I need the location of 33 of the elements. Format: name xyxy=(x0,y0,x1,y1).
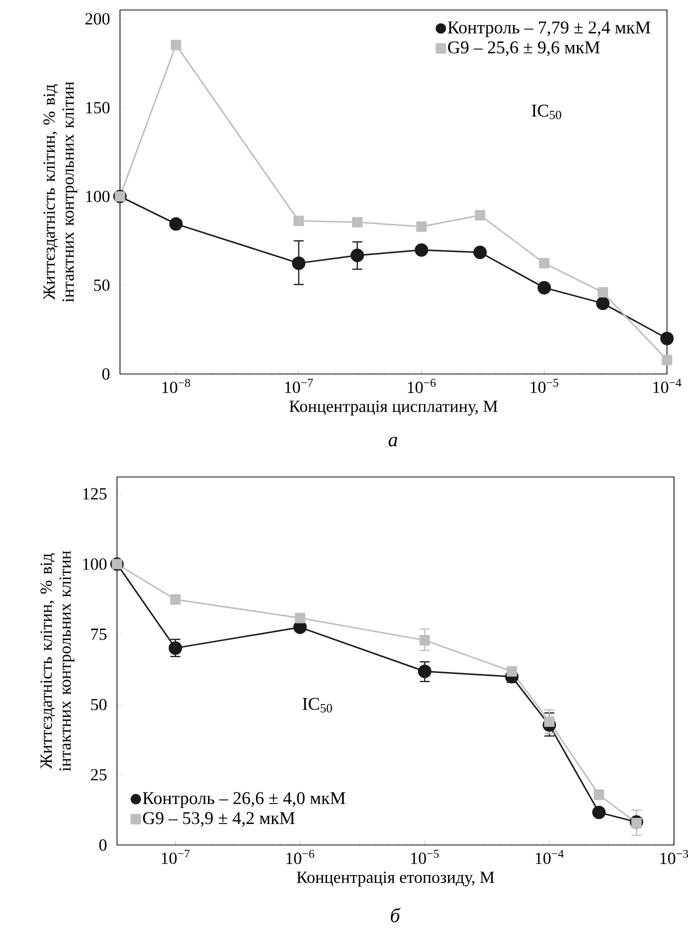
y-tick-label: 75 xyxy=(91,628,107,640)
y-tick-label: 0 xyxy=(99,839,107,851)
legend-label: G9 – 53,9 ± 4,2 мкМ xyxy=(143,812,295,827)
x-tick-label: 10$^{−6}$ xyxy=(408,378,436,394)
y-tick-label: 125 xyxy=(83,488,106,500)
x-tick-label: 10$^{−4}$ xyxy=(653,378,682,394)
y-tick-label: 200 xyxy=(86,13,110,25)
annotation: IC$_{50}$ xyxy=(532,104,562,120)
annotation: IC$_{50}$ xyxy=(302,698,332,712)
x-tick-label: 10$^{−5}$ xyxy=(530,378,558,394)
y-tick-label: 50 xyxy=(91,698,107,710)
x-tick-label: 10$^{−8}$ xyxy=(162,378,190,394)
text: б xyxy=(390,908,401,922)
x-tick-label: 10$^{−6}$ xyxy=(286,850,314,864)
y-tick-label: 50 xyxy=(94,279,110,291)
legend-label: Контроль – 7,79 ± 2,4 мкМ xyxy=(448,21,650,38)
y-axis-title: Життєздатність клітин, % від інтактних контрольних клітин xyxy=(43,82,78,302)
x-axis-title: Концентрація етопозиду, М xyxy=(296,872,494,886)
x-tick-label: 10$^{−3}$ xyxy=(660,850,688,864)
x-axis-title: Концентрація цисплатину, М xyxy=(289,400,498,416)
y-tick-label: 25 xyxy=(90,769,107,780)
legend-label: G9 – 25,6 ± 9,6 мкМ xyxy=(448,41,600,56)
x-tick-label: 10$^{−4}$ xyxy=(536,850,564,864)
y-tick-label: 150 xyxy=(86,102,110,114)
y-tick-label: 100 xyxy=(83,558,107,570)
y-axis-title: Життєздатність клітин, % від інтактних контрольних клітин xyxy=(40,550,74,772)
legend-label: Контроль – 26,6 ± 4,0 мкМ xyxy=(142,792,346,808)
text: а xyxy=(388,436,398,446)
x-tick-label: 10$^{−5}$ xyxy=(411,850,439,864)
x-tick-label: 10$^{−7}$ xyxy=(162,850,190,864)
y-tick-label: 100 xyxy=(86,190,110,202)
x-tick-label: 10$^{−7}$ xyxy=(285,378,313,394)
y-tick-label: 0 xyxy=(102,368,110,380)
